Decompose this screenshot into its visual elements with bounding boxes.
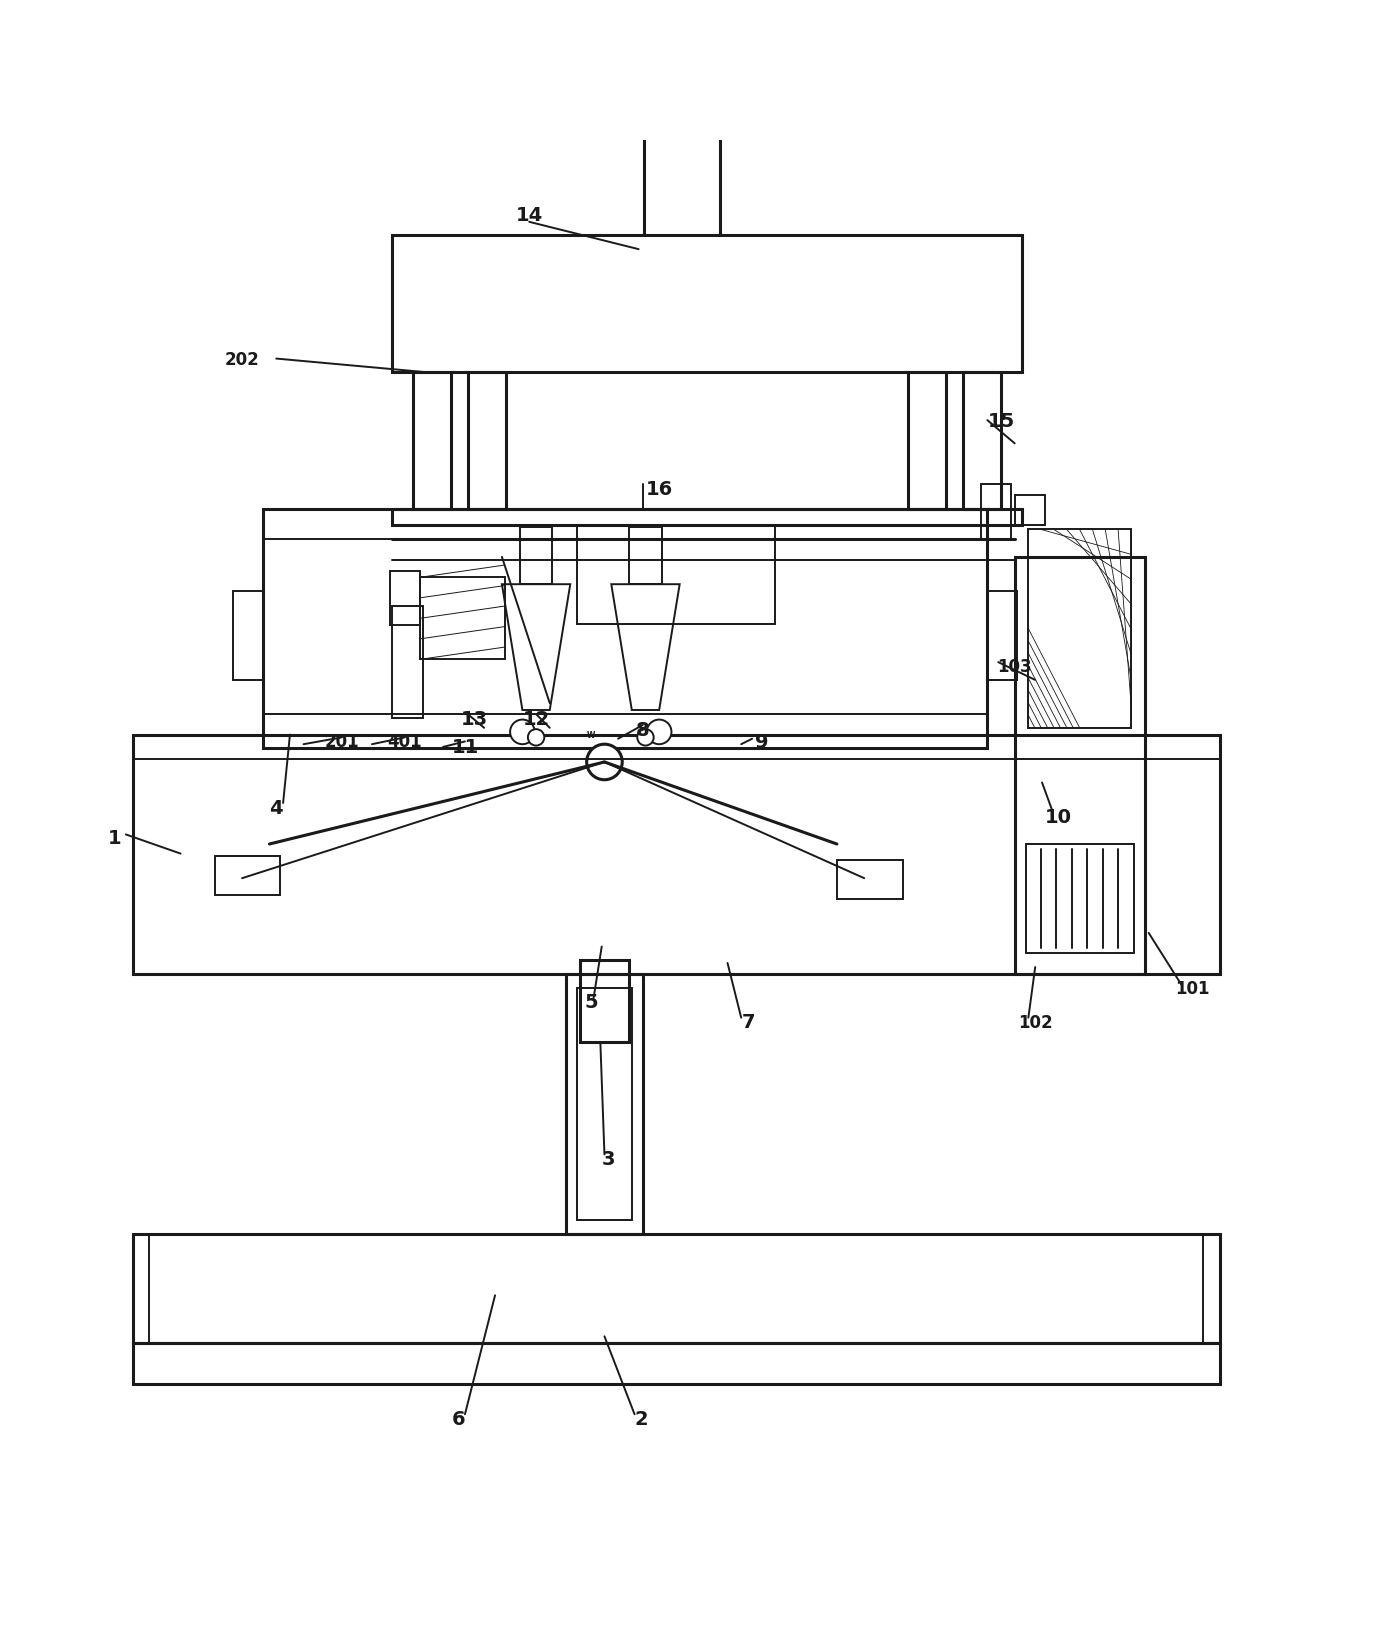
Text: 9: 9	[755, 732, 769, 751]
Text: 103: 103	[997, 658, 1032, 676]
Text: 14: 14	[516, 206, 542, 226]
Bar	[838, 860, 902, 900]
Circle shape	[586, 745, 622, 780]
Bar	[468, 372, 507, 509]
Bar	[987, 592, 1017, 681]
Bar	[393, 509, 1022, 526]
Bar	[393, 236, 1022, 372]
Bar	[577, 526, 776, 625]
Text: 11: 11	[452, 738, 479, 756]
Bar	[390, 572, 420, 626]
Text: 4: 4	[269, 798, 283, 817]
Circle shape	[527, 730, 544, 747]
Text: 401: 401	[387, 733, 422, 751]
Bar	[962, 372, 1001, 509]
Bar	[133, 735, 1219, 974]
Bar	[1026, 844, 1134, 954]
Bar	[1015, 496, 1045, 526]
Bar	[629, 527, 662, 585]
Bar	[1015, 557, 1145, 974]
Text: 15: 15	[987, 412, 1015, 430]
Bar	[232, 592, 262, 681]
Bar	[579, 961, 629, 1043]
Text: 3: 3	[601, 1149, 615, 1168]
Text: 2: 2	[634, 1409, 648, 1427]
Text: 7: 7	[741, 1012, 755, 1032]
Bar	[1028, 531, 1131, 728]
Bar	[393, 606, 423, 719]
Text: 13: 13	[461, 709, 489, 728]
Bar	[133, 1234, 1219, 1343]
Text: 201: 201	[324, 733, 360, 751]
Bar	[133, 1343, 1219, 1384]
Bar	[908, 372, 946, 509]
Text: 8: 8	[636, 720, 649, 740]
Text: 1: 1	[108, 829, 122, 847]
Circle shape	[511, 720, 534, 745]
Bar	[413, 372, 452, 509]
Bar	[262, 509, 987, 748]
Circle shape	[647, 720, 671, 745]
Text: 12: 12	[523, 709, 549, 728]
Text: 101: 101	[1175, 979, 1210, 997]
Circle shape	[637, 730, 654, 747]
Text: 6: 6	[452, 1409, 465, 1427]
Bar	[577, 989, 632, 1220]
Bar	[420, 578, 505, 659]
Text: 5: 5	[584, 992, 597, 1012]
Bar	[980, 485, 1011, 541]
Bar	[566, 974, 643, 1234]
Text: 202: 202	[225, 351, 259, 369]
Text: 10: 10	[1045, 808, 1072, 827]
Text: W: W	[586, 730, 595, 740]
Bar	[519, 527, 552, 585]
Bar	[214, 857, 280, 895]
Text: 102: 102	[1017, 1014, 1053, 1032]
Text: 16: 16	[645, 480, 673, 499]
